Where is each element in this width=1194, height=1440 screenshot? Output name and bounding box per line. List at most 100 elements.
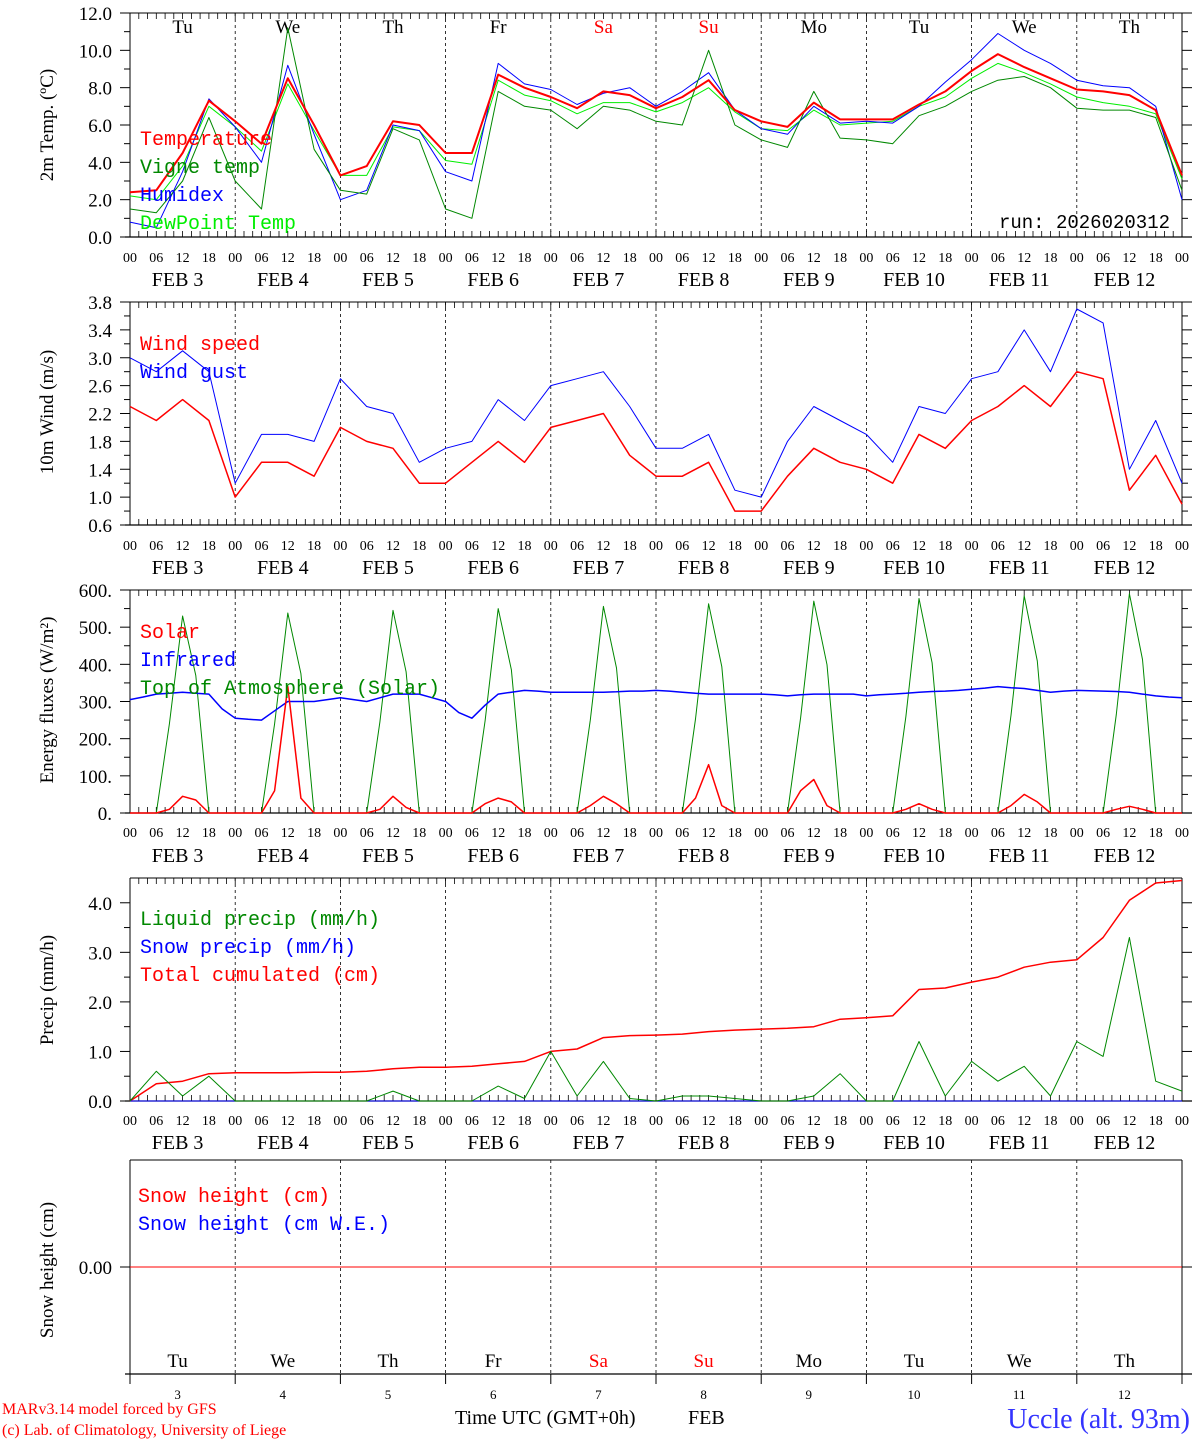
x-tick-label: 06 (255, 251, 269, 266)
panel-3: 0. 100. 200. 300. 400. 500. 600. Energy fluxes … (37, 581, 1192, 867)
x-tick-label: 12 (281, 539, 295, 554)
legend-entry: Wind gust (140, 362, 248, 385)
date-label: FEB 8 (678, 557, 730, 579)
x-tick-label: 18 (307, 826, 321, 841)
x-tick-label: 00 (754, 1114, 768, 1129)
y-axis-label: 2m Temp. (ºC) (37, 69, 58, 181)
x-tick-label: 00 (1070, 251, 1084, 266)
x-tick-label: 18 (623, 539, 637, 554)
x-tick-label: 18 (518, 251, 532, 266)
x-tick-label: 18 (623, 251, 637, 266)
date-label: FEB 7 (573, 845, 625, 867)
x-tick-label: 18 (833, 826, 847, 841)
x-tick-label: 00 (859, 251, 873, 266)
y-tick-label: 0.0 (88, 1092, 112, 1113)
day-number-label: 12 (1118, 1387, 1131, 1402)
date-label: FEB 4 (257, 269, 309, 291)
x-tick-label: 12 (807, 826, 821, 841)
x-tick-label: 12 (1017, 1114, 1031, 1129)
y-tick-label: 2.2 (88, 405, 112, 426)
x-tick-label: 00 (544, 539, 558, 554)
x-axis-label: Time UTC (GMT+0h) (455, 1407, 636, 1429)
y-tick-label: 6.0 (88, 116, 112, 137)
y-tick-label: 2.0 (88, 191, 112, 212)
y-tick-label: 0.0 (88, 228, 112, 249)
x-tick-label: 18 (833, 1114, 847, 1129)
date-label: FEB 9 (783, 1132, 835, 1154)
x-tick-label: 12 (491, 539, 505, 554)
series-line-dewpoint-temp (129, 62, 1183, 201)
y-axis-label: 10m Wind (m/s) (37, 350, 58, 475)
x-tick-label: 18 (1044, 539, 1058, 554)
y-tick-label: 500. (79, 618, 112, 639)
x-tick-label: 12 (386, 826, 400, 841)
legend-entry: Snow height (cm W.E.) (138, 1214, 390, 1237)
series-line-wind-gust (129, 308, 1183, 498)
y-tick-label: 4.0 (88, 153, 112, 174)
x-tick-label: 06 (1096, 539, 1110, 554)
y-tick-label: 1.0 (88, 488, 112, 509)
x-tick-label: 18 (412, 539, 426, 554)
x-tick-label: 00 (754, 826, 768, 841)
date-label: FEB 10 (883, 557, 945, 579)
x-tick-label: 06 (149, 1114, 163, 1129)
date-label: FEB 8 (678, 1132, 730, 1154)
weekday-label: Sa (589, 1351, 609, 1372)
legend-entry: Humidex (140, 185, 224, 208)
x-tick-label: 12 (386, 251, 400, 266)
x-tick-label: 18 (518, 539, 532, 554)
y-tick-label: 0. (98, 804, 112, 825)
x-tick-label: 00 (1175, 539, 1189, 554)
x-tick-label: 06 (781, 539, 795, 554)
day-number-label: 11 (1013, 1387, 1026, 1402)
x-tick-label: 00 (228, 1114, 242, 1129)
day-number-label: 6 (490, 1387, 497, 1402)
date-label: FEB 10 (883, 845, 945, 867)
x-tick-label: 18 (307, 251, 321, 266)
date-label: FEB 6 (467, 557, 519, 579)
panel-1: 0.0 2.0 4.0 6.0 8.0 10.0 12.0 2m Temp. (ºC) 00 06… (37, 4, 1192, 291)
weekday-label: Sa (594, 17, 614, 38)
date-label: FEB 3 (152, 1132, 204, 1154)
x-tick-label: 18 (1044, 826, 1058, 841)
y-tick-label: 100. (79, 767, 112, 788)
legend-entry: Liquid precip (mm/h) (140, 909, 380, 932)
x-tick-label: 06 (781, 251, 795, 266)
day-number-label: 5 (385, 1387, 392, 1402)
y-tick-label: 0.6 (88, 516, 112, 537)
x-tick-label: 00 (228, 539, 242, 554)
x-tick-label: 06 (886, 1114, 900, 1129)
x-tick-label: 00 (333, 539, 347, 554)
x-tick-label: 00 (649, 539, 663, 554)
x-tick-label: 06 (1096, 826, 1110, 841)
x-tick-label: 06 (570, 826, 584, 841)
x-tick-label: 12 (807, 1114, 821, 1129)
series-group (129, 27, 1183, 229)
x-minor-ticks (129, 878, 1183, 1101)
x-tick-label: 12 (596, 251, 610, 266)
x-tick-label: 00 (1070, 826, 1084, 841)
x-tick-label: 00 (123, 1114, 137, 1129)
x-tick-label: 12 (912, 539, 926, 554)
series-group (129, 879, 1183, 1102)
weekday-label: Tu (904, 1351, 925, 1372)
y-tick-label: 3.8 (88, 293, 112, 314)
panel-5: 0.00 Snow height (cm) Tu We Th Fr Sa Su Mo Tu We Th… (37, 1159, 1192, 1402)
x-tick-label: 18 (833, 251, 847, 266)
x-tick-label: 12 (386, 539, 400, 554)
x-tick-label: 06 (360, 539, 374, 554)
x-tick-label: 18 (1044, 251, 1058, 266)
date-label: FEB 5 (362, 557, 414, 579)
series-line-temperature (129, 53, 1183, 194)
date-label: FEB 3 (152, 845, 204, 867)
x-tick-label: 00 (1070, 1114, 1084, 1129)
x-tick-label: 00 (544, 251, 558, 266)
x-axis-month: FEB (688, 1407, 725, 1429)
x-tick-label: 06 (149, 826, 163, 841)
x-tick-label: 00 (123, 826, 137, 841)
x-tick-label: 00 (544, 826, 558, 841)
x-tick-label: 00 (649, 826, 663, 841)
y-tick-label: 400. (79, 655, 112, 676)
y-tick-label: 3.4 (88, 321, 112, 342)
